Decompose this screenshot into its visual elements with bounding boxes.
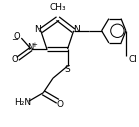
Text: O: O	[11, 55, 18, 64]
Text: O: O	[57, 100, 64, 109]
Text: N: N	[34, 25, 41, 34]
Text: Cl: Cl	[128, 55, 137, 64]
Text: H₂N: H₂N	[14, 98, 31, 107]
Text: −: −	[11, 35, 18, 44]
Text: S: S	[65, 65, 70, 74]
Text: +: +	[31, 42, 37, 48]
Text: O: O	[14, 32, 20, 41]
Text: CH₃: CH₃	[49, 3, 66, 12]
Text: N: N	[73, 25, 80, 34]
Text: N: N	[27, 43, 34, 52]
